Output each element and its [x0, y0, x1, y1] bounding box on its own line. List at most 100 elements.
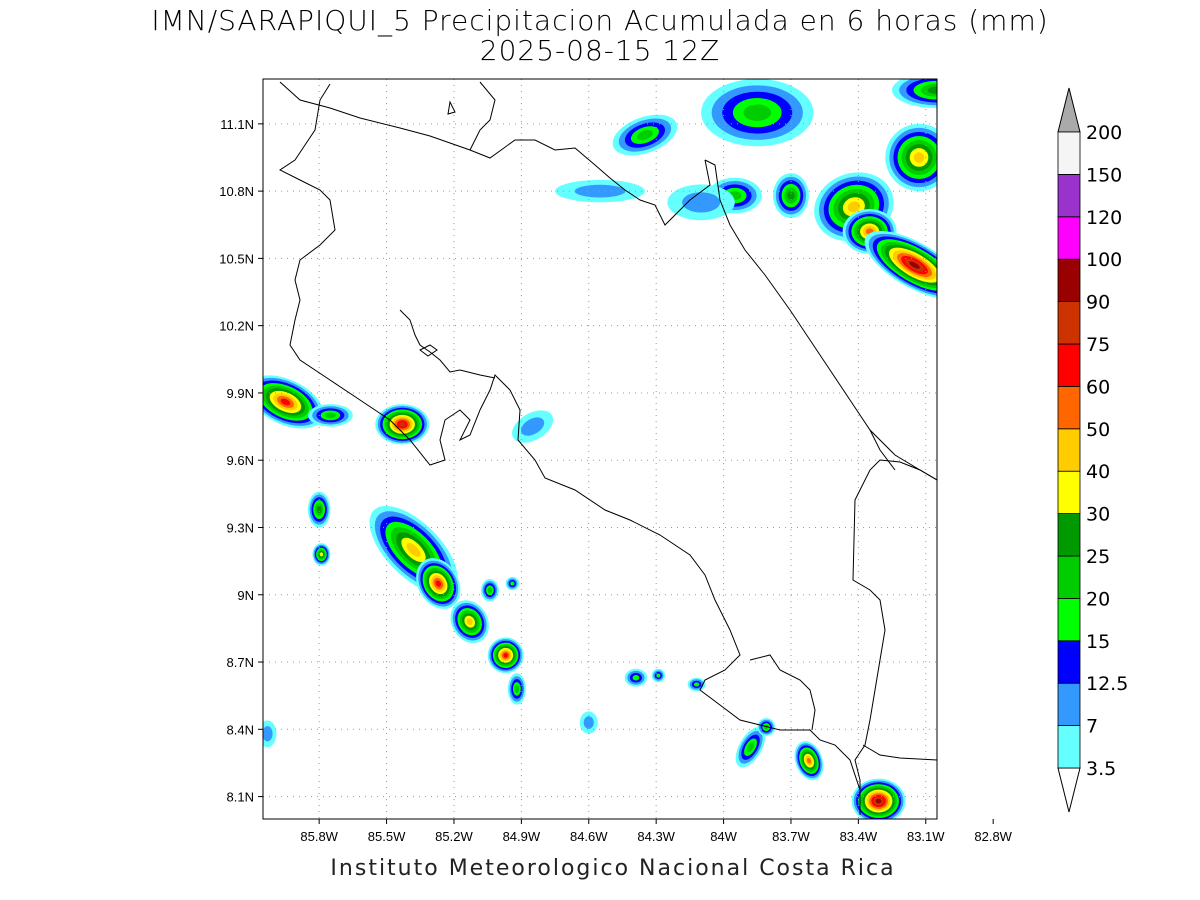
lon-tick-label: 83.4W: [840, 829, 878, 844]
colorbar-box: [1057, 725, 1081, 769]
bocas-coast: [869, 429, 896, 471]
precip-contour: [1002, 132, 1007, 138]
precip-contour: [937, 113, 1004, 158]
precip-contour: [319, 552, 324, 557]
colorbar-box: [1057, 216, 1081, 260]
precip-contour: [510, 581, 515, 586]
colorbar-label: 40: [1086, 461, 1110, 483]
coastline-borders: [279, 81, 937, 815]
precip-contour: [988, 115, 1020, 155]
precip-cell: [851, 778, 906, 819]
precip-cell: [864, 230, 937, 300]
colorbar: 3.5 7 12.5 15 20 25 30 40 50 60 75 90 100 120 150 200: [1057, 87, 1128, 813]
precip-cell: [307, 404, 353, 427]
precip-contour: [970, 281, 1007, 316]
precip-contour: [973, 284, 1005, 314]
colorbar-label: 50: [1086, 419, 1110, 441]
precip-contour: [514, 685, 520, 693]
precip-contour: [399, 422, 406, 427]
precip-contour: [583, 716, 594, 729]
colorbar-box: [1057, 131, 1081, 175]
colorbar-box: [1057, 385, 1081, 430]
precip-contour: [995, 124, 1013, 147]
colorbar-label: 150: [1086, 164, 1122, 186]
precip-cell: [814, 172, 894, 242]
precip-contour: [986, 348, 992, 357]
plot-frame: [262, 78, 938, 820]
precip-contour: [503, 653, 508, 658]
precip-contour: [984, 346, 993, 359]
precip-contour: [847, 201, 861, 213]
precip-contour: [975, 286, 1002, 311]
precip-cell: [480, 579, 499, 602]
precip-contour: [965, 277, 1012, 321]
colorbar-box: [1057, 173, 1081, 218]
precip-contour: [997, 126, 1012, 145]
precip-contour: [466, 618, 473, 626]
precip-cell: [487, 637, 524, 674]
precip-contour: [743, 104, 772, 121]
precip-contour: [280, 398, 291, 406]
colorbar-label: 30: [1086, 504, 1110, 526]
precip-contour: [983, 293, 995, 304]
footer-credit: Instituto Meteorologico Nacional Costa R…: [330, 856, 896, 881]
precip-cell: [651, 668, 666, 683]
colorbar-label: 7: [1086, 716, 1098, 738]
colorbar-box: [1057, 682, 1081, 727]
precip-contour: [806, 757, 811, 764]
colorbar-label: 60: [1086, 376, 1110, 398]
precip-cell: [701, 79, 814, 147]
precip-contour: [986, 113, 1022, 158]
precip-contour: [978, 289, 1000, 309]
burica: [862, 744, 937, 761]
colorbar-label: 120: [1086, 207, 1122, 229]
precip-cell: [505, 576, 520, 591]
colorbar-label: 12.5: [1086, 673, 1128, 695]
precip-contour: [632, 675, 640, 681]
nicoya-coast: [279, 83, 861, 815]
lat-tick-label: 10.5N: [219, 251, 254, 266]
colorbar-min-triangle: [1057, 767, 1081, 813]
precip-contour: [945, 118, 996, 152]
lat-tick-label: 9.6N: [227, 453, 254, 468]
colorbar-max-triangle: [1057, 87, 1081, 133]
precip-contour: [324, 412, 336, 419]
lat-tick-label: 8.7N: [227, 655, 254, 670]
precip-contour: [985, 296, 992, 302]
precip-contour: [746, 742, 755, 753]
lat-tick-label: 11.1N: [220, 117, 254, 132]
lat-tick-label: 9N: [237, 588, 254, 603]
precip-cell: [624, 668, 648, 687]
precip-contour: [960, 272, 1017, 326]
precip-contour: [913, 152, 925, 163]
precip-contour: [875, 798, 882, 804]
lon-tick-label: 85.8W: [300, 829, 338, 844]
precip-contour: [987, 350, 991, 355]
precip-cell: [984, 346, 993, 359]
precip-contour: [520, 417, 545, 436]
colorbar-box: [1057, 343, 1081, 387]
lon-tick-label: 82.8W: [974, 829, 1012, 844]
precip-contour: [965, 132, 976, 139]
precip-contour: [993, 121, 1015, 148]
precip-cell: [263, 720, 277, 748]
precip-cell: [375, 404, 430, 445]
lat-tick-label: 9.9N: [227, 386, 254, 401]
lon-tick-label: 83.1W: [907, 829, 945, 844]
precip-contour: [953, 123, 988, 146]
graticule: [263, 79, 937, 819]
precip-contour: [316, 505, 322, 514]
lon-tick-label: 84.3W: [637, 829, 675, 844]
precip-cell: [772, 173, 809, 219]
precip-contour: [980, 291, 997, 307]
lon-tick-label: 84W: [710, 829, 737, 844]
precip-contour: [909, 261, 920, 269]
precip-cell: [885, 123, 937, 192]
precip-cell: [312, 543, 331, 566]
precip-contour: [787, 190, 795, 201]
precip-cell: [612, 114, 678, 156]
precip-cell: [579, 711, 598, 734]
precip-contour: [963, 274, 1015, 323]
caribbean-coast: [704, 159, 937, 481]
precip-cell: [263, 375, 324, 429]
